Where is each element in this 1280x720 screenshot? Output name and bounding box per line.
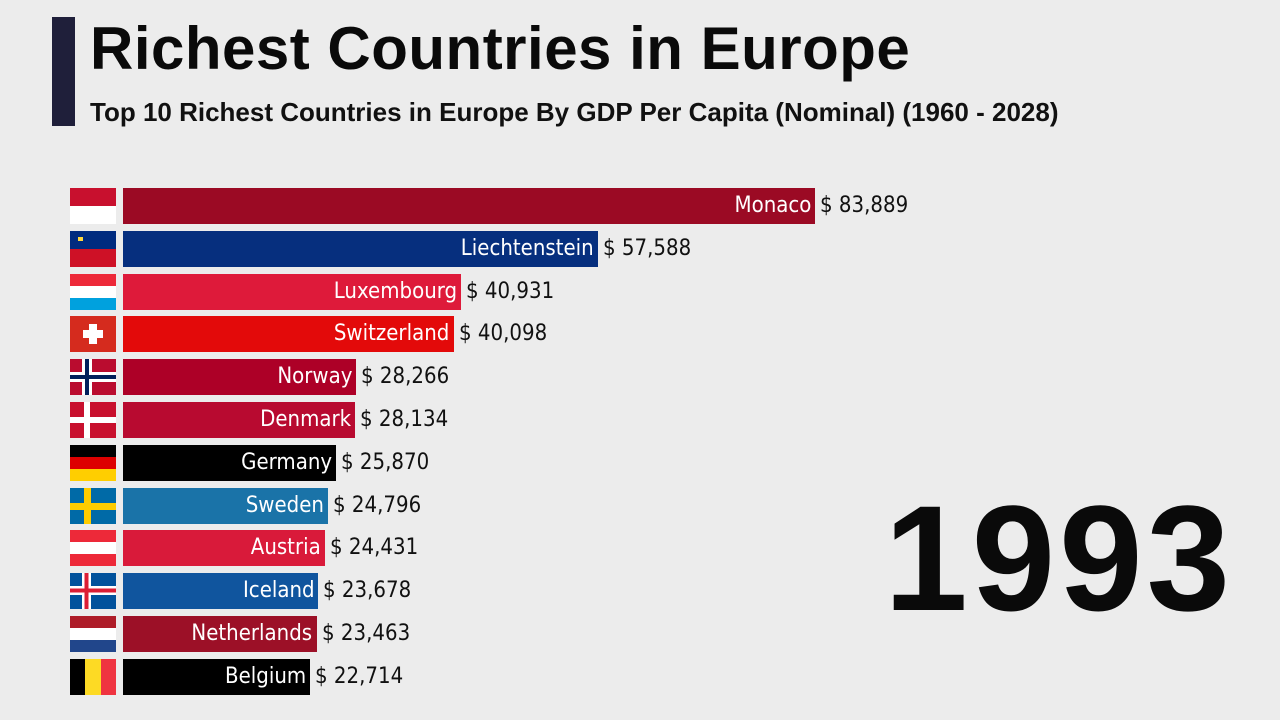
flag-belgium-icon bbox=[70, 658, 116, 695]
bar-row-monaco: Monaco $ 83,889 bbox=[0, 188, 1280, 224]
value-label: $ 25,870 bbox=[341, 449, 430, 475]
bar-row-sweden: Sweden $ 24,796 bbox=[0, 487, 1280, 524]
value-label: $ 24,431 bbox=[329, 535, 418, 561]
bar-label: Luxembourg bbox=[333, 278, 457, 304]
year-label: 1993 bbox=[884, 474, 1234, 642]
flag-denmark-icon bbox=[70, 402, 116, 438]
chart-title: Richest Countries in Europe bbox=[90, 15, 911, 82]
bar-row-belgium: Belgium $ 22,714 bbox=[0, 658, 1280, 695]
value-label: $ 24,796 bbox=[332, 492, 421, 518]
bar bbox=[123, 273, 461, 310]
bar bbox=[123, 487, 328, 524]
bar bbox=[123, 230, 599, 267]
title-accent-bar bbox=[52, 17, 75, 126]
flag-liechtenstein-icon bbox=[70, 230, 116, 267]
bar-label: Germany bbox=[241, 449, 333, 475]
bar bbox=[123, 402, 356, 438]
value-label: $ 40,931 bbox=[465, 278, 554, 304]
bar bbox=[123, 530, 325, 567]
flag-switzerland-icon bbox=[70, 316, 116, 353]
bar-label: Denmark bbox=[260, 407, 352, 432]
bar bbox=[123, 658, 311, 695]
bar bbox=[123, 444, 337, 481]
bar-label: Iceland bbox=[242, 578, 315, 604]
bar bbox=[123, 316, 454, 353]
bar-label: Switzerland bbox=[334, 321, 450, 347]
flag-iceland-icon bbox=[70, 573, 116, 610]
value-label: $ 28,266 bbox=[361, 364, 450, 390]
bar-row-austria: Austria $ 24,431 bbox=[0, 530, 1280, 567]
bar-label: Belgium bbox=[225, 663, 307, 689]
bar-row-norway: Norway $ 28,266 bbox=[0, 359, 1280, 396]
flag-monaco-icon bbox=[70, 188, 116, 224]
value-label: $ 23,678 bbox=[323, 578, 412, 604]
bar bbox=[123, 573, 319, 610]
flag-austria-icon bbox=[70, 530, 116, 567]
flag-luxembourg-icon bbox=[70, 273, 116, 310]
bar-row-denmark: Denmark $ 28,134 bbox=[0, 402, 1280, 438]
value-label: $ 23,463 bbox=[321, 621, 410, 646]
value-label: $ 57,588 bbox=[603, 235, 692, 261]
bar-row-liechtenstein: Liechtenstein $ 57,588 bbox=[0, 230, 1280, 267]
bar-row-iceland: Iceland $ 23,678 bbox=[0, 573, 1280, 610]
flag-sweden-icon bbox=[70, 487, 116, 524]
bar-label: Sweden bbox=[245, 492, 324, 518]
bar-row-netherlands: Netherlands $ 23,463 bbox=[0, 616, 1280, 652]
bar bbox=[123, 616, 317, 652]
value-label: $ 83,889 bbox=[820, 193, 909, 218]
value-label: $ 28,134 bbox=[360, 407, 449, 432]
chart-subtitle: Top 10 Richest Countries in Europe By GD… bbox=[90, 97, 1059, 127]
bar-label: Netherlands bbox=[191, 621, 313, 646]
value-label: $ 40,098 bbox=[458, 321, 547, 347]
flag-netherlands-icon bbox=[70, 616, 116, 652]
bar-row-germany: Germany $ 25,870 bbox=[0, 444, 1280, 481]
bar-row-luxembourg: Luxembourg $ 40,931 bbox=[0, 273, 1280, 310]
bar bbox=[123, 188, 815, 224]
flag-norway-icon bbox=[70, 359, 116, 396]
bar-label: Norway bbox=[277, 364, 353, 390]
bar-row-switzerland: Switzerland $ 40,098 bbox=[0, 316, 1280, 353]
bar-label: Austria bbox=[250, 535, 321, 561]
value-label: $ 22,714 bbox=[315, 663, 404, 689]
bar bbox=[123, 359, 357, 396]
bar-label: Monaco bbox=[734, 193, 811, 218]
flag-germany-icon bbox=[70, 444, 116, 481]
bar-label: Liechtenstein bbox=[461, 235, 595, 261]
